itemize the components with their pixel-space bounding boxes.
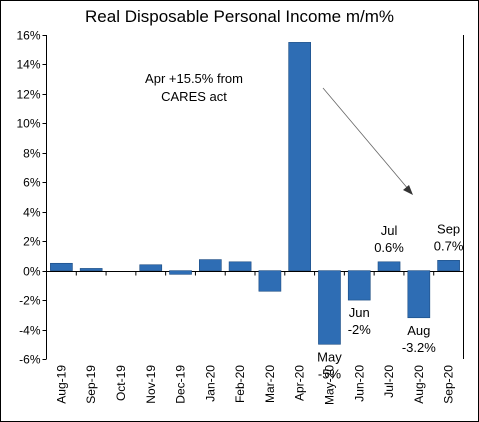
- x-tick-label: Dec-19: [174, 365, 188, 404]
- bar-feb-20: [228, 261, 252, 271]
- x-tick-label: Aug-20: [412, 365, 426, 404]
- y-tick-label: -4%: [19, 324, 41, 338]
- data-labels: May -5%Jun -2% Jul 0.6% Aug -3.2% Sep 0.7%: [317, 221, 464, 381]
- annotation: Apr +15.5% from CARES act: [145, 71, 413, 195]
- x-tick-label: Feb-20: [233, 365, 247, 403]
- x-tick-label: Nov-19: [144, 365, 158, 404]
- y-axis-ticks: -6% -4% -2% 0% 2% 4% 6% 8% 10% 12% 14% 16%: [16, 29, 47, 367]
- bar-aug-20: [407, 270, 431, 319]
- y-tick-label: 10%: [16, 117, 40, 131]
- bar-dec-19: [169, 270, 192, 275]
- bar-apr-20: [288, 42, 311, 271]
- x-axis-labels: Aug-19 Sep-19 Oct-19 Nov-19 Dec-19 Jan-20 Feb-…: [54, 365, 455, 405]
- y-tick-label: 8%: [23, 147, 41, 161]
- bar-jul-20: [377, 261, 401, 271]
- x-tick-label: Jul-20: [382, 365, 396, 398]
- y-tick-label: 12%: [16, 88, 40, 102]
- annotation-arrow-head: [403, 185, 413, 195]
- data-label-aug-20: Aug -3.2%: [402, 323, 436, 355]
- bar-may-20: [318, 270, 341, 345]
- x-tick-label: Sep-19: [84, 365, 98, 404]
- y-tick-label: 16%: [16, 29, 40, 43]
- bar-jun-20: [347, 270, 371, 301]
- x-tick-label: Mar-20: [263, 365, 277, 403]
- annotation-arrow-line: [322, 87, 410, 191]
- x-tick-label: Aug-19: [54, 365, 68, 404]
- y-tick-label: 0%: [23, 265, 41, 279]
- data-label-sep-20: Sep 0.7%: [434, 221, 464, 253]
- x-tick-label: Oct-19: [114, 365, 128, 401]
- y-tick-label: -2%: [19, 294, 41, 308]
- chart-title: Real Disposable Personal Income m/m%: [85, 7, 394, 26]
- x-tick-label: Jan-20: [203, 365, 217, 402]
- data-label-may-20: May -5%: [317, 349, 342, 381]
- y-tick-label: 2%: [23, 235, 41, 249]
- bar-sep-19: [79, 268, 103, 271]
- bar-series: [50, 42, 464, 345]
- y-tick-label: 6%: [23, 176, 41, 190]
- data-label-jun-20: Jun -2%: [348, 305, 372, 337]
- x-tick-label: Jun-20: [352, 365, 366, 402]
- bar-aug-19: [50, 262, 73, 271]
- y-tick-label: 14%: [16, 58, 40, 72]
- bar-sep-20: [437, 260, 460, 271]
- x-tick-label: Sep-20: [442, 365, 456, 404]
- x-tick-label: May-20: [322, 365, 336, 405]
- data-label-jul-20: Jul 0.6%: [374, 223, 404, 255]
- y-tick-label: -6%: [19, 353, 41, 367]
- bar-mar-20: [258, 270, 282, 292]
- bar-jan-20: [199, 259, 222, 271]
- x-tick-label: Apr-20: [293, 365, 307, 401]
- y-tick-label: 4%: [23, 206, 41, 220]
- bar-nov-19: [139, 264, 163, 271]
- annotation-text: Apr +15.5% from CARES act: [145, 71, 243, 104]
